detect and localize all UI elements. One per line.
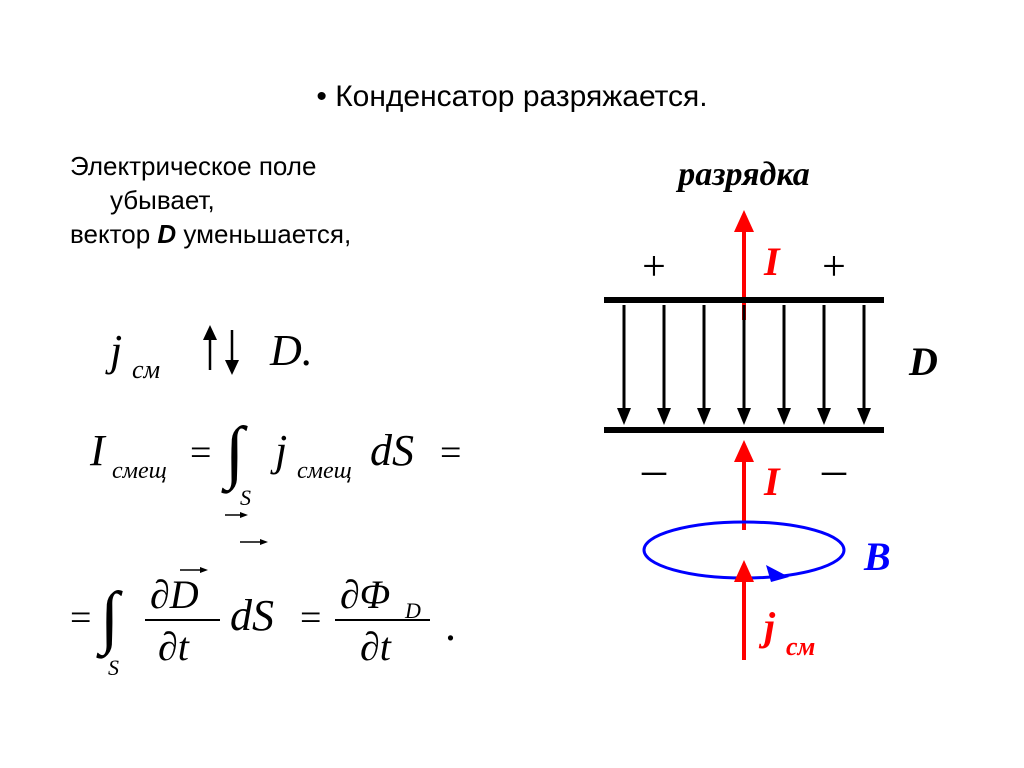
f3-eq1: =	[70, 597, 91, 639]
f2-eq1: =	[190, 432, 211, 474]
f2-dS: dS	[370, 426, 414, 475]
formula-block: j см D. I смещ = ∫ S j смещ dS =	[70, 320, 530, 725]
line1a: Электрическое поле	[70, 150, 351, 184]
f1-D: D.	[269, 326, 313, 375]
I-bot-head	[734, 440, 754, 462]
down-arrow-head	[225, 360, 239, 375]
f1-j: j	[105, 326, 122, 375]
f3-Darr-head	[200, 567, 208, 573]
f3-dt2: ∂t	[360, 624, 392, 669]
f3-dS: dS	[230, 591, 274, 640]
plus-left: +	[642, 244, 666, 290]
f2-sarr-head	[240, 512, 248, 518]
plus-right: +	[822, 244, 846, 290]
D-label: D	[908, 339, 938, 384]
f2-eq2: =	[440, 432, 461, 474]
label-razryadka: разрядка	[675, 156, 810, 193]
description-text: Электрическое поле убывает, вектор D уме…	[70, 150, 351, 251]
B-ellipse-arrow	[766, 565, 789, 582]
minus-right: –	[821, 443, 847, 496]
f2-I: I	[89, 426, 107, 475]
f2-smesh: смещ	[112, 458, 167, 484]
f2-j: j	[270, 426, 287, 475]
slide-title: • Конденсатор разряжается.	[0, 80, 1024, 114]
I-top-head	[734, 210, 754, 232]
f3-dot: .	[445, 601, 456, 650]
f3-S: S	[108, 655, 119, 680]
I-bot-label: I	[763, 459, 781, 504]
jsm-sub: см	[786, 632, 815, 661]
f1-sm: см	[132, 355, 160, 384]
f3-dD: ∂D	[150, 572, 199, 617]
diagram-svg: разрядка I + + D	[554, 150, 984, 690]
minus-left: –	[641, 443, 667, 496]
line2a: вектор	[70, 219, 157, 249]
f3-dt1: ∂t	[158, 624, 190, 669]
line2: вектор D уменьшается,	[70, 218, 351, 252]
up-arrow-head	[203, 325, 217, 340]
jsm-head	[734, 560, 754, 582]
f3-int: ∫	[96, 579, 123, 659]
f3-dSarr-head	[260, 539, 268, 545]
f2-jsmesh: смещ	[297, 458, 352, 484]
jsm-j: j	[758, 604, 776, 649]
capacitor-diagram: разрядка I + + D	[554, 150, 984, 690]
f3-dPhi: ∂Φ	[340, 572, 390, 617]
f2-int: ∫	[221, 414, 248, 494]
f3-eq2: =	[300, 597, 321, 639]
D-field-arrows	[617, 305, 871, 425]
line2b: D	[157, 219, 176, 249]
line2c: уменьшается,	[176, 219, 351, 249]
line1b: убывает,	[70, 184, 351, 218]
formula-svg: j см D. I смещ = ∫ S j смещ dS =	[70, 320, 530, 720]
I-top-label: I	[763, 239, 781, 284]
f2-S: S	[240, 485, 251, 510]
B-label: B	[863, 534, 891, 579]
